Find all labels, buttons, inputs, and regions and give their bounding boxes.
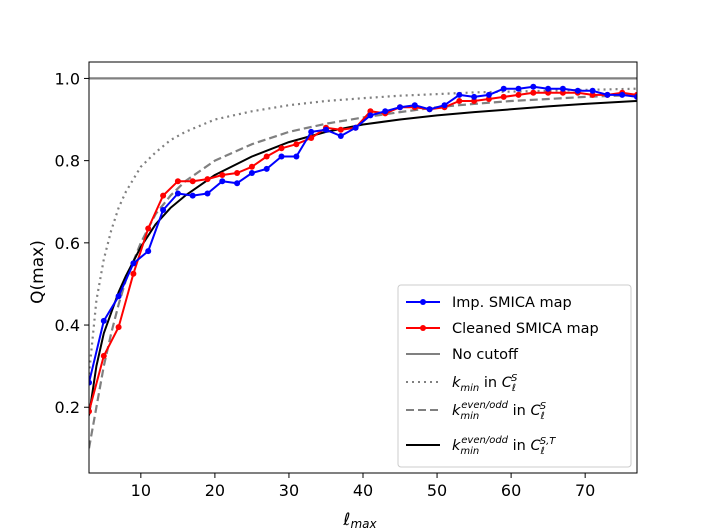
data-point (456, 91, 463, 98)
data-point (204, 176, 211, 183)
legend: Imp. SMICA map Cleaned SMICA map No cutoff… (397, 284, 632, 468)
data-point (589, 87, 596, 94)
x-tick-label: 70 (575, 481, 595, 500)
data-point (160, 207, 167, 213)
data-point (219, 172, 226, 178)
y-tick-label: 0.8 (55, 152, 80, 171)
axis-ticks: 10 20 30 40 50 60 70 0.2 0.4 0.6 0.8 1.0 (55, 69, 596, 500)
data-point (248, 170, 255, 176)
data-point (278, 145, 285, 152)
data-point (456, 98, 463, 104)
data-point (100, 352, 107, 359)
data-point (559, 85, 566, 92)
data-point (189, 192, 196, 199)
data-point (471, 98, 478, 104)
y-tick-label: 0.2 (55, 398, 80, 417)
data-point (204, 190, 211, 197)
plot-frame (88, 61, 638, 474)
data-point (545, 89, 552, 96)
y-axis-label: Q(max) (28, 240, 48, 304)
data-point (263, 165, 270, 172)
legend-entry-2: No cutoff (452, 347, 519, 363)
data-point (189, 178, 196, 185)
data-point (89, 379, 92, 386)
legend-marker (420, 325, 426, 331)
legend-marker (420, 299, 426, 305)
data-point (471, 93, 478, 100)
data-point (145, 248, 152, 255)
data-point (574, 87, 581, 94)
data-point (234, 170, 241, 176)
x-tick-label: 60 (501, 481, 521, 500)
data-point (174, 178, 181, 185)
data-point (382, 108, 389, 115)
data-point (160, 192, 167, 199)
legend-entry-4: kmineven/odd in CℓS (452, 400, 547, 422)
series-line-4 (89, 93, 637, 449)
data-point (545, 85, 552, 92)
y-tick-label: 1.0 (55, 69, 80, 88)
data-point (115, 293, 122, 300)
legend-entry-5: kmineven/odd in CℓS,T (452, 435, 556, 457)
data-point (248, 163, 255, 170)
data-point (337, 133, 344, 139)
series-group (89, 77, 637, 449)
x-tick-label: 50 (427, 481, 447, 500)
y-tick-label: 0.6 (55, 234, 80, 253)
data-point (530, 83, 537, 90)
data-point (115, 324, 122, 331)
data-point (619, 91, 626, 98)
data-point (559, 89, 566, 96)
data-point (293, 141, 300, 148)
data-point (308, 135, 315, 141)
data-point (367, 108, 374, 115)
legend-entry-1: Cleaned SMICA map (452, 321, 599, 337)
data-point (426, 106, 433, 113)
data-point (278, 153, 285, 160)
data-point (515, 85, 522, 92)
data-point (293, 153, 300, 160)
x-tick-label: 20 (205, 481, 225, 500)
x-tick-label: 40 (353, 481, 373, 500)
data-point (604, 91, 611, 98)
data-point (589, 91, 596, 98)
data-point (337, 126, 344, 133)
x-tick-label: 30 (279, 481, 299, 500)
data-point (130, 270, 137, 277)
data-point (500, 85, 507, 92)
data-point (263, 153, 270, 160)
legend-entry-0: Imp. SMICA map (452, 295, 572, 311)
x-axis-label: ℓmax (342, 510, 377, 531)
data-point (367, 112, 374, 119)
data-point (634, 93, 637, 100)
data-point (323, 126, 329, 133)
data-point (515, 91, 522, 98)
data-point (397, 104, 403, 111)
data-point (308, 128, 315, 135)
data-point (89, 408, 92, 415)
data-point (530, 89, 537, 96)
legend-box (397, 284, 632, 468)
data-point (145, 225, 152, 232)
data-point (485, 96, 492, 102)
data-point (130, 260, 137, 267)
data-point (234, 180, 241, 187)
data-point (100, 317, 107, 324)
y-tick-label: 0.4 (55, 316, 80, 335)
data-point (500, 93, 507, 100)
data-point (219, 178, 226, 185)
plot-area (89, 77, 637, 449)
data-point (174, 190, 181, 197)
data-point (485, 91, 492, 98)
data-point (441, 102, 448, 109)
data-point (352, 124, 359, 131)
x-tick-label: 10 (131, 481, 151, 500)
data-point (411, 102, 418, 109)
legend-entry-3: kmin in CℓS (452, 373, 518, 394)
